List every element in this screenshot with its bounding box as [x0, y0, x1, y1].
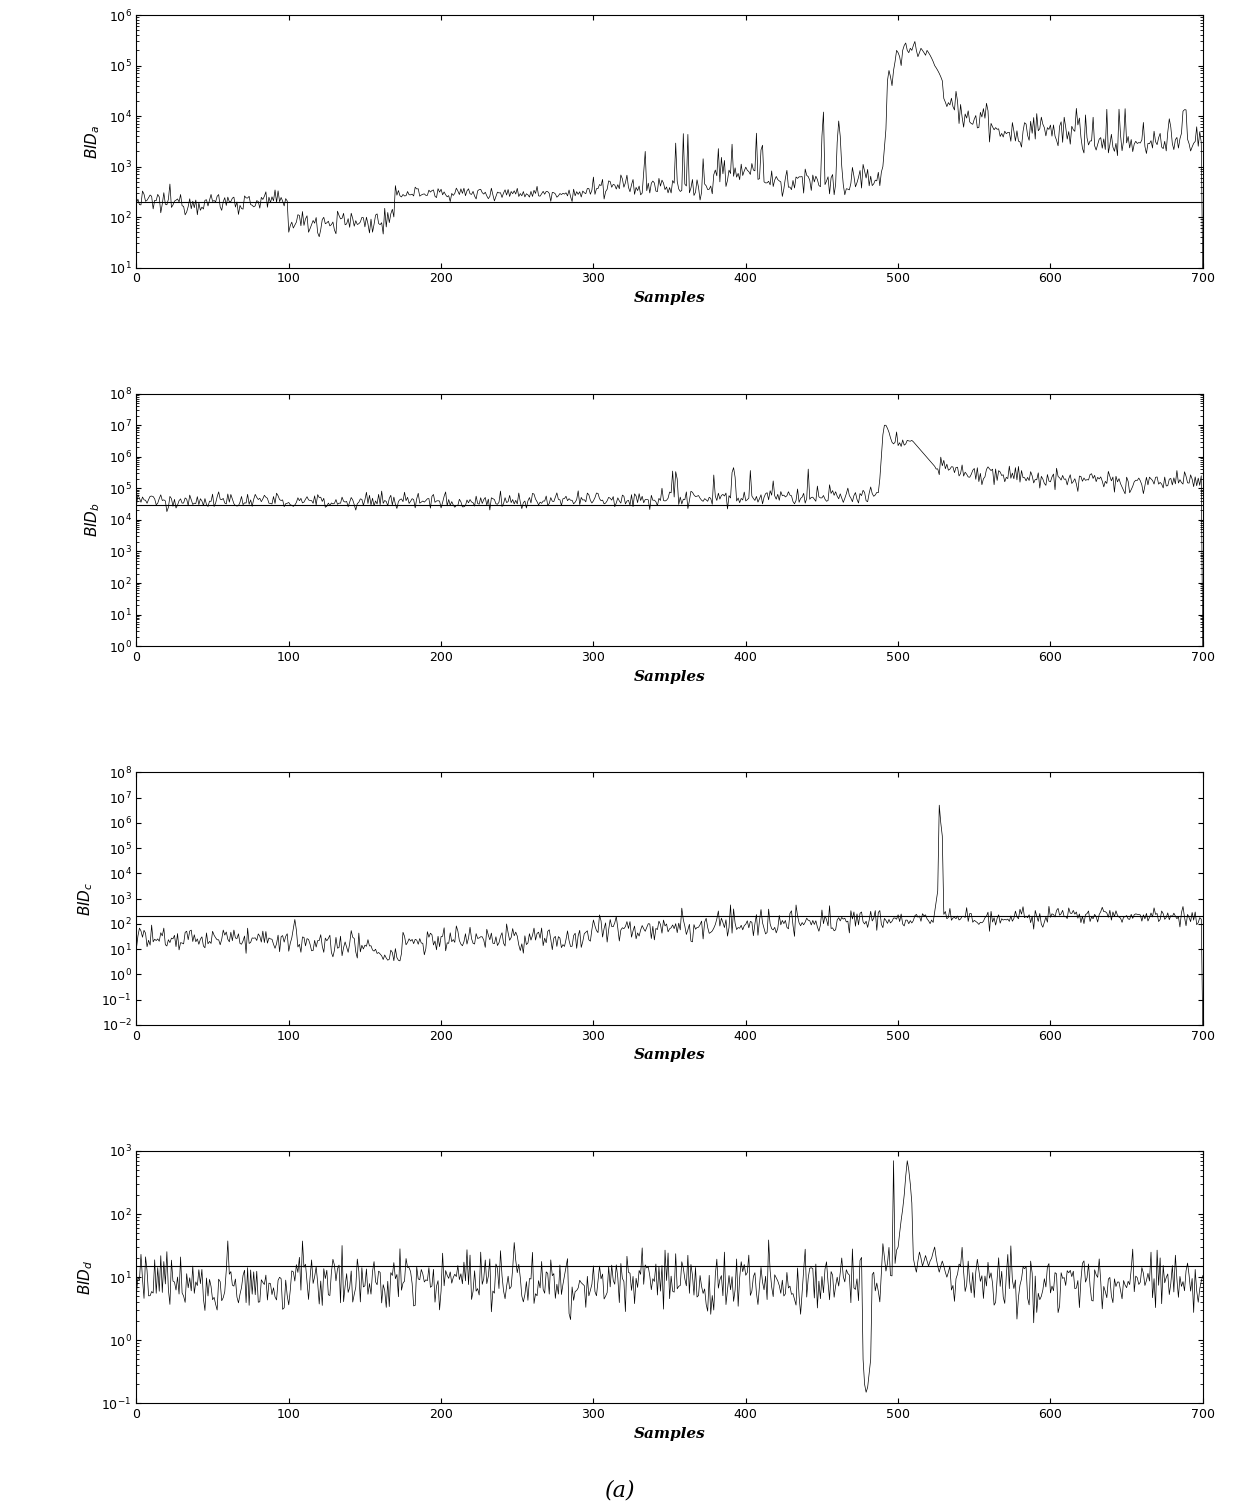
Y-axis label: $BID_b$: $BID_b$: [83, 502, 102, 537]
X-axis label: Samples: Samples: [634, 1049, 706, 1062]
Y-axis label: $BID_d$: $BID_d$: [76, 1260, 94, 1295]
Y-axis label: $BID_a$: $BID_a$: [83, 124, 102, 158]
X-axis label: Samples: Samples: [634, 670, 706, 684]
Text: (a): (a): [605, 1479, 635, 1501]
Y-axis label: $BID_c$: $BID_c$: [76, 881, 94, 916]
X-axis label: Samples: Samples: [634, 291, 706, 305]
X-axis label: Samples: Samples: [634, 1428, 706, 1441]
